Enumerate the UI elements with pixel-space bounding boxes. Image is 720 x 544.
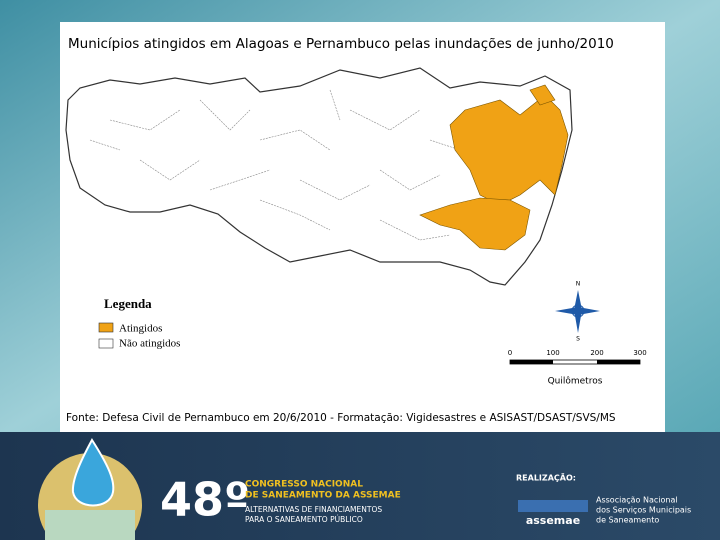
event-name: CONGRESSO NACIONAL	[245, 480, 363, 490]
event-theme: ALTERNATIVAS DE FINANCIAMENTOS	[245, 505, 382, 514]
scale-label: 200	[590, 349, 603, 357]
event-theme: PARA O SANEAMENTO PÚBLICO	[245, 515, 363, 524]
organizer-mark	[518, 500, 588, 512]
legend-item: Não atingidos	[119, 338, 180, 350]
map-title: Municípios atingidos em Alagoas e Pernam…	[68, 36, 614, 52]
compass-letter: S	[576, 336, 580, 343]
compass-letter: N	[576, 281, 581, 288]
legend-item: Atingidos	[119, 323, 162, 335]
scale-label: 100	[546, 349, 559, 357]
legend-title: Legenda	[104, 296, 152, 311]
compass	[555, 290, 600, 333]
map	[65, 67, 573, 286]
scale-bar	[510, 360, 553, 364]
legend-swatch	[98, 338, 114, 349]
scale-unit: Quilômetros	[548, 376, 603, 387]
organizer-logo: assemae	[526, 514, 580, 527]
event-name: DE SANEAMENTO DA ASSEMAE	[245, 491, 401, 501]
organizer-name: Associação Nacional	[596, 496, 678, 505]
source: Fonte: Defesa Civil de Pernambuco em 20/…	[66, 412, 616, 424]
organizer-name: dos Serviços Municipais	[596, 506, 691, 515]
event-logo	[38, 438, 142, 544]
scale-label: 300	[633, 349, 646, 357]
organizer-name: de Saneamento	[596, 516, 659, 525]
organizer-label: REALIZAÇÃO:	[516, 473, 576, 483]
edition: 48º	[160, 473, 250, 527]
scale-bar	[597, 360, 640, 364]
scale-label: 0	[508, 349, 512, 357]
legend-swatch	[98, 322, 114, 333]
